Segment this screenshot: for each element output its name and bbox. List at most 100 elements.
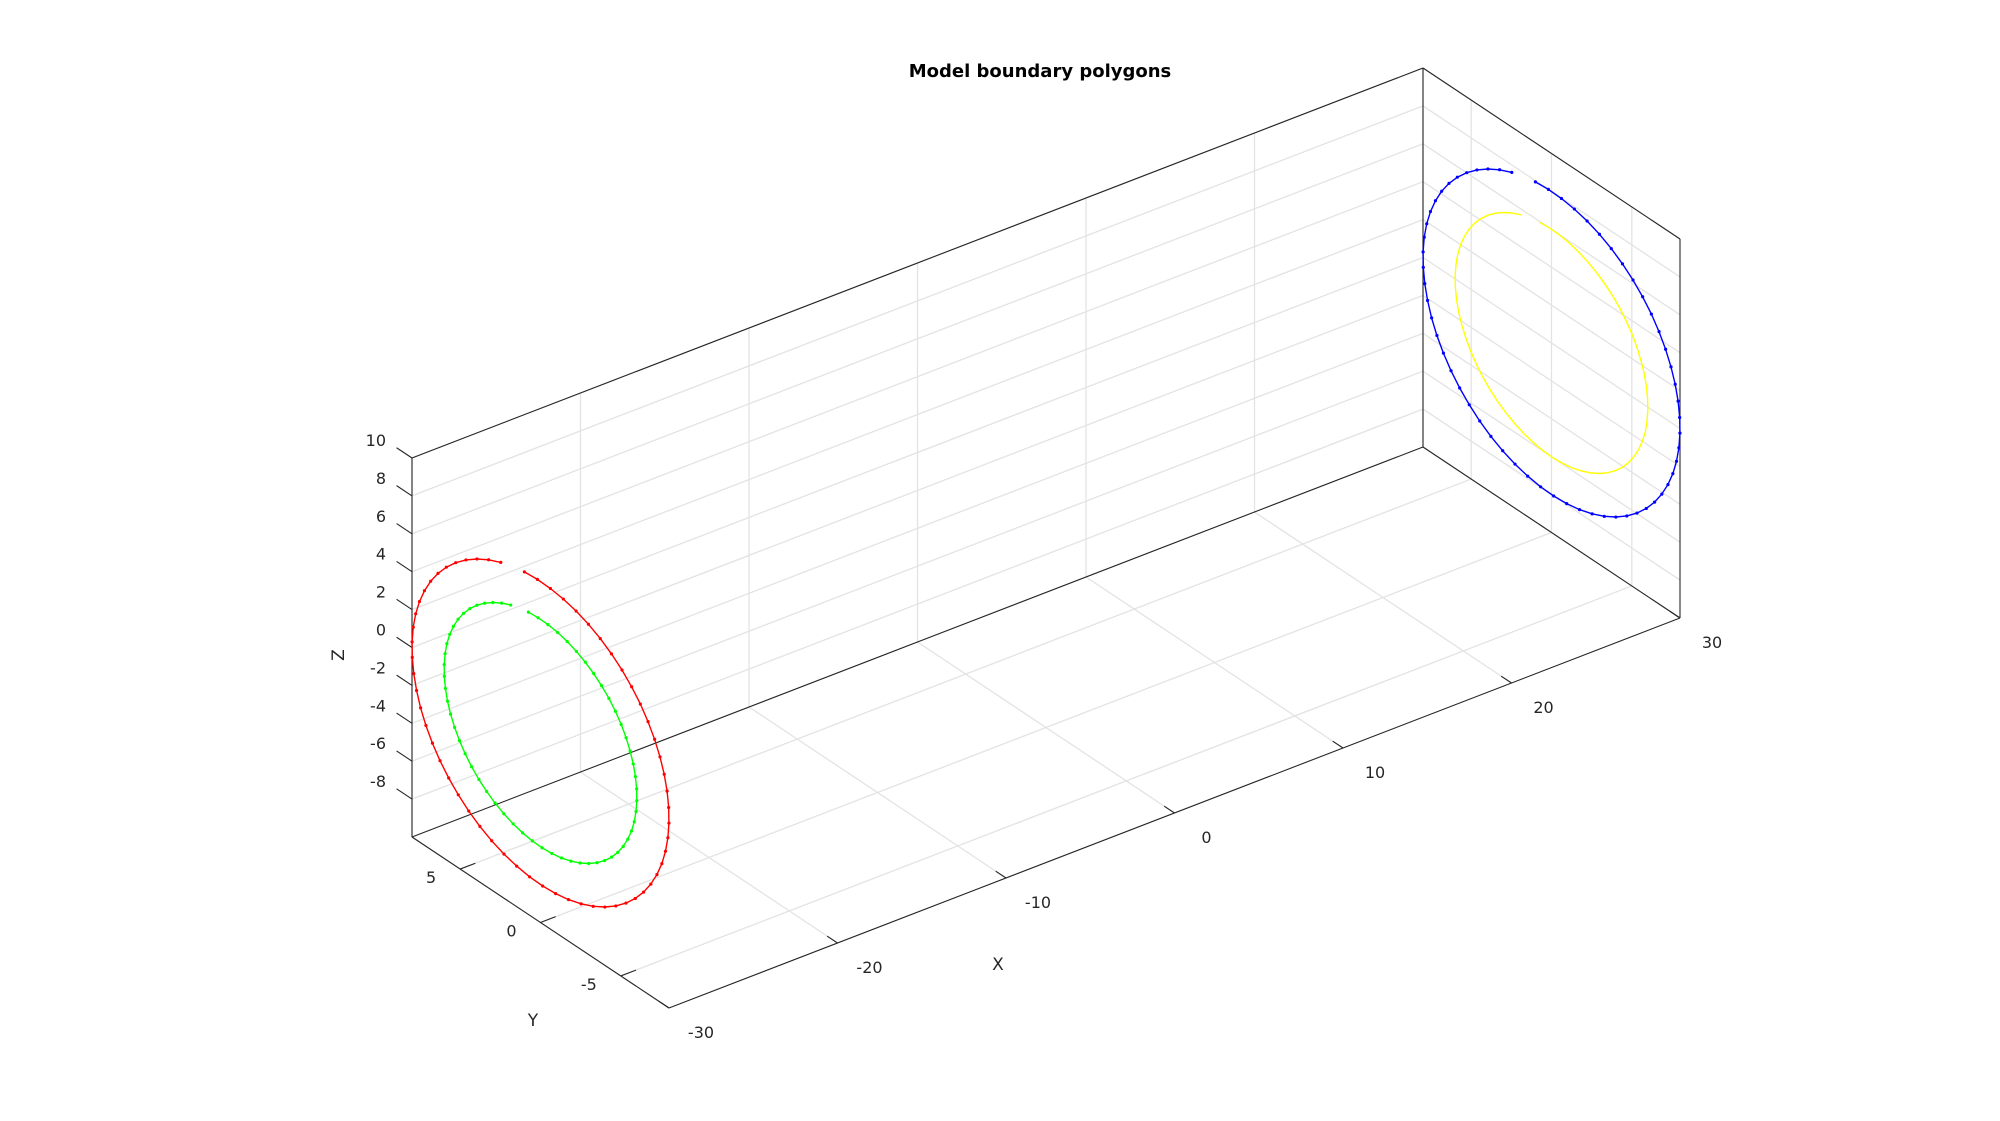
polygon-vertex-2 [1597, 232, 1602, 236]
polygon-vertex-1 [493, 801, 497, 805]
polygon-vertex-0 [414, 612, 418, 616]
boundary-polygon-1 [443, 601, 638, 865]
boundary-polygon-3 [1454, 211, 1649, 475]
polygon-vertex-1 [632, 820, 636, 824]
z-gridline [1422, 256, 1681, 430]
y-tick-mark [540, 916, 556, 924]
z-tick-mark [396, 447, 413, 459]
x-tick-mark [1669, 610, 1681, 619]
z-gridline [411, 256, 1424, 649]
polygon-vertex-0 [422, 589, 427, 593]
polygon-vertex-2 [1673, 382, 1677, 386]
y-gridline [459, 478, 1472, 870]
grid-layer [411, 67, 1681, 1009]
x-tick-mark [1500, 675, 1512, 684]
polygon-vertex-0 [430, 741, 435, 745]
z-gridline [411, 218, 1424, 611]
polygon-vertex-0 [410, 640, 414, 644]
polygon-vertex-0 [499, 560, 503, 564]
z-gridline [411, 181, 1424, 573]
z-gridline [1422, 332, 1681, 505]
polygon-vertex-1 [451, 624, 456, 628]
x-tick-mark [1332, 740, 1344, 749]
polygon-vertex-1 [442, 663, 446, 667]
polygon-vertex-0 [649, 882, 653, 886]
polygon-vertex-2 [1455, 175, 1459, 179]
polygon-vertex-1 [595, 861, 599, 865]
polygon-vertex-1 [499, 601, 504, 605]
polygon-vertex-2 [1430, 316, 1434, 320]
polygon-vertex-0 [419, 706, 423, 710]
x-tick-mark [826, 935, 838, 944]
polygon-vertex-1 [635, 798, 639, 803]
polygon-vertex-1 [448, 712, 453, 716]
polygon-vertex-2 [1510, 170, 1514, 174]
z-gridline [411, 294, 1424, 687]
z-tick-mark [396, 788, 413, 800]
polygon-vertex-1 [468, 607, 472, 611]
z-tick-label: -6 [370, 734, 386, 753]
polygon-vertex-1 [511, 822, 515, 826]
polygon-vertex-1 [491, 600, 495, 605]
y-gridline [540, 531, 1552, 924]
polygon-vertex-1 [470, 765, 474, 769]
polygon-vertex-0 [630, 685, 634, 689]
polygon-vertex-0 [646, 719, 650, 724]
polygon-vertex-1 [502, 812, 506, 816]
polygon-vertex-0 [586, 622, 591, 626]
polygon-vertex-1 [626, 837, 630, 841]
y-tick-mark [459, 862, 476, 870]
polygon-vertex-0 [655, 872, 659, 877]
polygon-vertex-2 [1421, 250, 1425, 254]
polygon-vertex-0 [454, 561, 458, 565]
z-gridline [411, 105, 1424, 497]
polygon-vertex-0 [653, 737, 657, 741]
polygon-vertex-0 [478, 824, 482, 828]
polygon-vertex-0 [662, 772, 666, 776]
polygon-vertex-0 [502, 852, 506, 856]
polygon-vertex-0 [620, 668, 624, 672]
polygon-vertex-1 [607, 696, 611, 700]
polygon-vertex-1 [456, 617, 460, 621]
polygon-vertex-0 [579, 902, 583, 906]
polygon-vertex-2 [1513, 462, 1517, 466]
polygon-vertex-0 [603, 905, 607, 909]
polygon-vertex-1 [448, 632, 452, 637]
polygon-vertex-1 [530, 839, 534, 843]
box-edge [1422, 446, 1681, 619]
polygon-vertex-1 [569, 859, 573, 863]
polygon-vertex-0 [548, 586, 553, 591]
polygon-vertex-0 [528, 875, 532, 879]
polygon-vertex-0 [487, 558, 491, 562]
polygon-vertex-2 [1498, 168, 1502, 172]
polygon-vertex-1 [443, 686, 448, 691]
polygon-vertex-1 [635, 787, 639, 791]
chart-title: Model boundary polygons [909, 61, 1172, 82]
polygon-vertex-0 [424, 723, 428, 728]
polygon-vertex-1 [629, 829, 634, 833]
polygon-vertex-2 [1552, 494, 1556, 498]
polygon-vertex-0 [515, 864, 519, 868]
polygon-vertex-2 [1533, 180, 1537, 184]
polygon-vertex-2 [1565, 502, 1569, 506]
polygon-vertex-2 [1572, 207, 1576, 211]
z-tick-label: -8 [370, 772, 386, 791]
polygon-vertex-2 [1644, 506, 1648, 511]
polygon-vertex-2 [1559, 196, 1564, 201]
polygon-vertex-2 [1425, 298, 1430, 303]
x-tick-mark [658, 1000, 670, 1009]
polygon-vertex-0 [663, 849, 668, 853]
polygon-vertex-0 [561, 597, 565, 601]
x-axis-label: X [992, 955, 1004, 975]
polygon-vertex-2 [1678, 431, 1682, 435]
polygon-vertex-0 [436, 571, 440, 575]
polygon-vertex-2 [1577, 508, 1582, 512]
polygon-vertex-1 [475, 603, 479, 607]
polygon-vertex-2 [1425, 222, 1429, 226]
polygon-vertex-2 [1422, 235, 1426, 239]
axes-box [411, 67, 1681, 1009]
polygon-vertex-2 [1677, 446, 1681, 450]
y-tick-label: 5 [426, 868, 436, 887]
box-edge [411, 67, 1424, 459]
